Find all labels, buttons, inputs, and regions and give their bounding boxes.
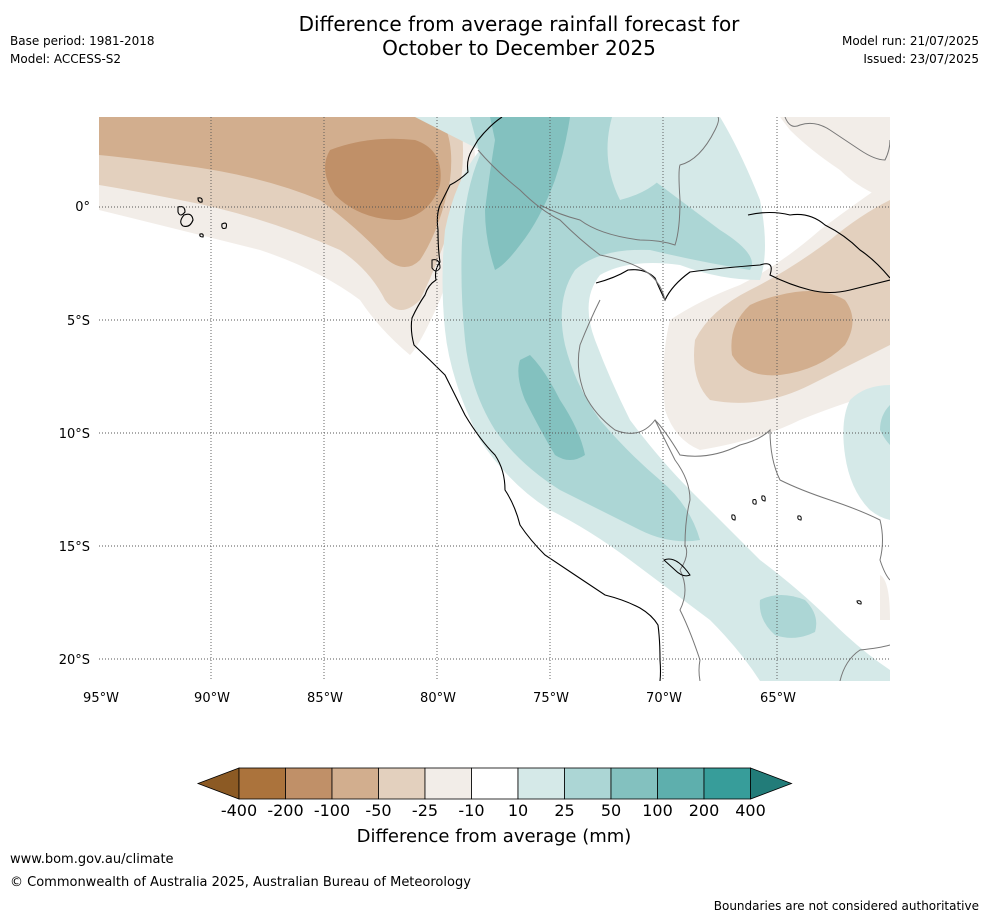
small-features [431, 259, 862, 605]
footer-boundaries-note: Boundaries are not considered authoritat… [713, 899, 979, 913]
colorbar-swatch [471, 767, 519, 800]
wet-anomaly-north-10 [607, 117, 720, 200]
rainfall-anomaly-layer [99, 117, 890, 681]
colorbar-tick-label: -25 [412, 801, 438, 820]
galapagos-islands [177, 197, 228, 238]
colorbar-tick-label: -10 [458, 801, 484, 820]
footer-copyright: © Commonwealth of Australia 2025, Austra… [10, 875, 471, 890]
lat-label-0: 0° [75, 200, 90, 215]
lon-label-90w: 90°W [194, 691, 230, 706]
lon-label-75w: 75°W [533, 691, 569, 706]
dry-anomaly-100 [325, 138, 441, 220]
longitude-axis-labels: 95°W 90°W 85°W 80°W 75°W 70°W 65°W [83, 691, 796, 706]
model-run-text: Model run: 21/07/2025 [841, 34, 979, 48]
model-text: Model: ACCESS-S2 [10, 52, 122, 66]
colorbar-tick-label: 25 [554, 801, 574, 820]
metadata-right: Model run: 21/07/2025 Issued: 23/07/2025 [842, 32, 979, 68]
issued-text: Issued: 23/07/2025 [863, 52, 979, 66]
colorbar-swatch [331, 767, 379, 800]
colorbar-tick-label: -100 [314, 801, 350, 820]
lon-label-70w: 70°W [646, 691, 682, 706]
lat-label-15s: 15°S [59, 540, 90, 555]
colorbar-tick-label: -50 [365, 801, 391, 820]
metadata-left: Base period: 1981-2018 Model: ACCESS-S2 [10, 32, 155, 68]
wet-anomaly-se-25 [759, 595, 817, 638]
page-title: Difference from average rainfall forecas… [0, 12, 988, 60]
gridlines [99, 117, 890, 681]
lon-label-95w: 95°W [83, 691, 119, 706]
colorbar-swatch [378, 767, 426, 800]
colorbar-swatch [657, 767, 705, 800]
wet-anomaly-50-south [518, 355, 585, 460]
colorbar-tick-label: 100 [642, 801, 673, 820]
coastline-north-brazil [747, 211, 890, 279]
colorbar-swatch [703, 767, 751, 800]
wet-anomaly-east-25 [880, 405, 890, 445]
colorbar-tick-label: 10 [508, 801, 528, 820]
colorbar-tick-labels: -400 -200 -100 -50 -25 -10 10 25 50 100 200 400 [221, 801, 766, 820]
colorbar-swatch-extend-high [750, 767, 793, 800]
dry-anomaly-east-50 [731, 291, 853, 376]
colorbar-swatch [285, 767, 333, 800]
colorbar-swatch [517, 767, 565, 800]
coastline-west [410, 117, 662, 681]
colorbar-tick-label: 200 [689, 801, 720, 820]
dry-anomaly-se [880, 575, 890, 620]
lon-label-80w: 80°W [420, 691, 456, 706]
title-line-1: Difference from average rainfall forecas… [298, 12, 740, 36]
colorbar-swatch [564, 767, 612, 800]
lon-label-65w: 65°W [760, 691, 796, 706]
lon-label-85w: 85°W [307, 691, 343, 706]
title-line-2: October to December 2025 [382, 36, 656, 60]
colorbar-tick-label: -400 [221, 801, 257, 820]
coastline-caribbean [595, 263, 890, 302]
colorbar-tick-label: -200 [267, 801, 303, 820]
wet-anomaly-50 [485, 117, 570, 270]
colorbar-title: Difference from average (mm) [356, 826, 632, 847]
colorbar-swatch-extend-low [196, 767, 240, 800]
colorbar: -400 -200 -100 -50 -25 -10 10 25 50 100 200 400 [196, 767, 793, 820]
lat-label-10s: 10°S [59, 427, 90, 442]
colorbar-swatch [238, 767, 286, 800]
base-period-text: Base period: 1981-2018 [10, 34, 155, 48]
dry-anomaly-ne [780, 117, 890, 200]
lat-label-20s: 20°S [59, 653, 90, 668]
colorbar-swatches [196, 767, 793, 800]
colorbar-swatch [610, 767, 658, 800]
colorbar-swatch [424, 767, 472, 800]
country-borders [477, 117, 890, 681]
colorbar-tick-label: 400 [735, 801, 766, 820]
wet-anomaly-east-10 [843, 385, 890, 520]
footer-url: www.bom.gov.au/climate [10, 852, 174, 867]
colorbar-tick-label: 50 [601, 801, 621, 820]
lat-label-5s: 5°S [67, 314, 90, 329]
latitude-axis-labels: 0° 5°S 10°S 15°S 20°S [59, 200, 90, 668]
